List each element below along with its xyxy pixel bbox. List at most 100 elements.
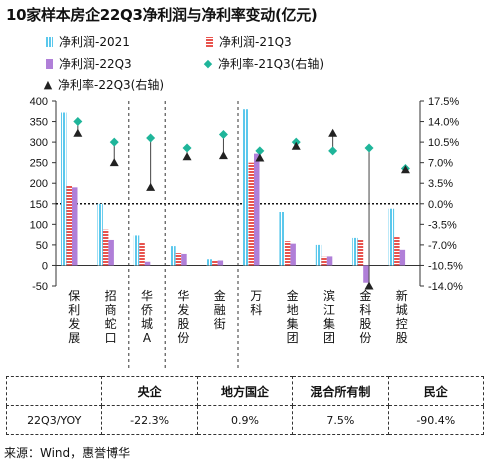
margin-21q3-marker [109, 137, 119, 147]
bar-profit-21q3 [212, 260, 218, 266]
bar-profit-22q3 [399, 249, 406, 266]
legend-profit-22q3: 净利润-22Q3 [46, 55, 132, 72]
legend-label-profit-21q3: 净利润-21Q3 [219, 35, 292, 49]
bar-profit-22q3 [254, 153, 260, 266]
legend-label-profit-22q3: 净利润-22Q3 [59, 57, 132, 71]
bar-profit-21q3 [66, 185, 72, 266]
category-label: 滨江集团 [323, 288, 335, 345]
legend-swatch-profit-2021 [46, 36, 53, 47]
summary-header-cell: 地方国企 [196, 376, 294, 406]
legend-swatch-profit-22q3 [46, 58, 53, 69]
margin-21q3-marker [218, 129, 228, 139]
bar-profit-21q3 [284, 241, 291, 266]
right-tick-label: -7.0% [428, 240, 457, 252]
margin-22q3-marker [73, 128, 83, 137]
legend-swatch-profit-21q3 [206, 36, 213, 47]
bar-profit-22q3 [290, 243, 296, 266]
margin-22q3-marker [255, 153, 265, 162]
right-tick-label: 17.5% [428, 96, 459, 108]
left-tick-label: 0 [42, 260, 48, 272]
summary-header-cell: 混合所有制 [292, 376, 389, 406]
category-label: 保利发展 [68, 289, 80, 345]
bar-profit-2021 [279, 212, 285, 266]
right-tick-label: 3.5% [428, 178, 453, 190]
chart-title: 10家样本房企22Q3净利润与净利率变动(亿元) [6, 6, 318, 24]
bar-profit-21q3 [102, 229, 109, 266]
bar-profit-22q3 [181, 253, 187, 266]
chart-plot-area: 400 350 300 250 200 150 100 50 0 -50 17.5% 14.0% 10.… [30, 96, 463, 368]
left-tick-label: 50 [36, 240, 48, 252]
margin-21q3-marker [73, 117, 83, 127]
category-label: 万科 [250, 289, 262, 317]
summary-value-row: 22Q3/YOY -22.3% 0.9% 7.5% -90.4% [5, 405, 485, 435]
margin-21q3-marker [328, 146, 338, 156]
summary-header-cell [5, 376, 103, 406]
bar-profit-2021 [61, 112, 67, 266]
right-tick-label: 0.0% [428, 199, 453, 211]
bar-profit-22q3 [144, 261, 151, 266]
margin-21q3-marker [182, 143, 192, 153]
margin-22q3-marker [218, 151, 228, 160]
bar-profit-2021 [352, 237, 358, 266]
right-tick-label: 10.5% [428, 137, 459, 149]
bar-profit-21q3 [175, 253, 182, 266]
summary-header-cell: 民企 [387, 376, 485, 406]
left-tick-label: -50 [32, 281, 48, 293]
category-label: 华侨城 A [141, 289, 153, 345]
left-tick-label: 200 [30, 178, 48, 190]
summary-header-row: 央企 地方国企 混合所有制 民企 [5, 376, 485, 406]
legend-label-profit-2021: 净利润-2021 [59, 35, 130, 49]
right-tick-label: 7.0% [428, 158, 453, 170]
bar-profit-2021 [133, 235, 140, 266]
left-tick-label: 150 [30, 199, 48, 211]
left-tick-label: 300 [30, 137, 48, 149]
margin-22q3-marker [328, 128, 338, 137]
bar-profit-21q3 [394, 237, 400, 266]
diamond-marker-icon: ◆ [203, 57, 213, 70]
bar-profit-21q3 [248, 162, 254, 266]
margin-22q3-marker [182, 152, 192, 161]
category-label: 金融街 [214, 288, 226, 331]
left-tick-label: 350 [30, 117, 48, 129]
legend-margin-21q3: ◆ 净利率-21Q3(右轴) [202, 55, 324, 72]
summary-value-cell: -22.3% [101, 405, 198, 435]
bar-profit-21q3 [139, 242, 145, 266]
category-label: 华发股份 [177, 289, 189, 345]
source-note: 来源：Wind，惠誉博华 [4, 446, 131, 460]
summary-table: 央企 地方国企 混合所有制 民企 22Q3/YOY -22.3% 0.9% 7.… [5, 376, 485, 435]
bar-profit-22q3 [326, 256, 333, 266]
legend-label-margin-21q3: 净利率-21Q3(右轴) [218, 57, 325, 71]
right-tick-label: -3.5% [428, 219, 457, 231]
bar-profit-2021 [97, 203, 103, 266]
margin-21q3-marker [146, 133, 156, 143]
left-tick-label: 400 [30, 96, 48, 108]
bar-profit-22q3 [72, 187, 78, 266]
margin-21q3-marker [255, 146, 265, 156]
bar-profit-2021 [170, 246, 176, 266]
bar-profit-2021 [206, 259, 213, 266]
left-tick-label: 100 [30, 219, 48, 231]
margin-22q3-marker [109, 158, 119, 167]
bar-profit-22q3 [363, 265, 369, 283]
margin-22q3-marker [400, 165, 410, 174]
right-tick-label: -14.0% [428, 281, 463, 293]
right-tick-label: 14.0% [428, 117, 459, 129]
summary-value-cell: 0.9% [196, 405, 294, 435]
summary-row-label: 22Q3/YOY [5, 405, 103, 435]
legend-profit-21q3: 净利润-21Q3 [206, 33, 292, 50]
left-tick-label: 250 [30, 158, 48, 170]
margin-21q3-marker [364, 143, 374, 153]
right-tick-label: -10.5% [428, 260, 463, 272]
margin-22q3-marker [146, 182, 156, 191]
legend-margin-22q3: ▲ 净利率-22Q3(右轴) [42, 76, 164, 93]
margin-22q3-marker [364, 281, 374, 290]
margin-22q3-marker [291, 141, 301, 150]
summary-value-cell: 7.5% [292, 405, 389, 435]
bar-profit-21q3 [357, 239, 364, 266]
summary-header-cell: 央企 [101, 376, 198, 406]
category-label: 金科股份 [359, 288, 371, 345]
category-label: 新城控股 [396, 288, 408, 345]
category-label: 招商蛇口 [105, 289, 117, 345]
legend-profit-2021: 净利润-2021 [46, 33, 130, 50]
bar-profit-2021 [315, 244, 322, 266]
